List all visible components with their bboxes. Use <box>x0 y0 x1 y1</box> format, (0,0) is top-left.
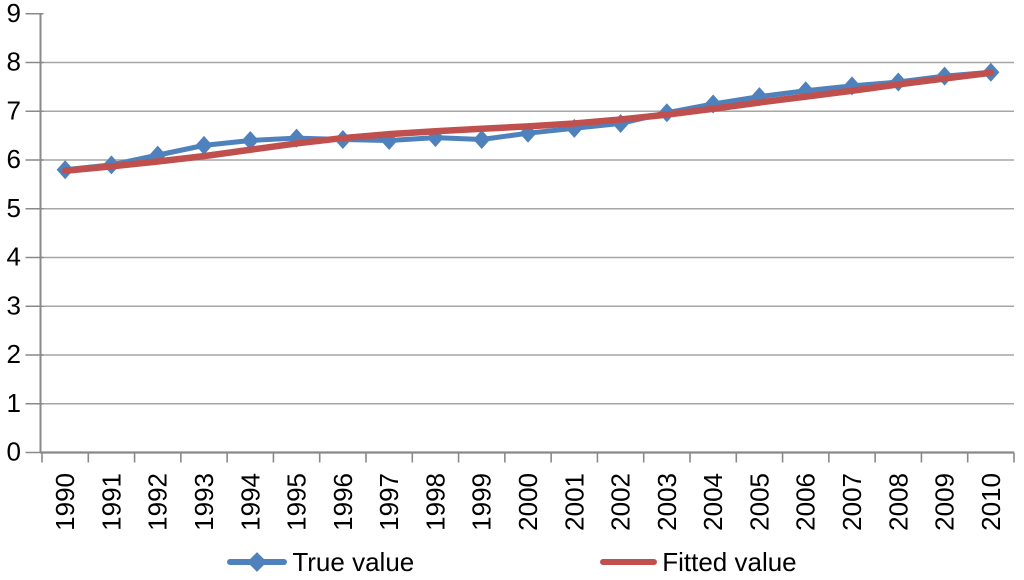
legend-label-fitted-value: Fitted value <box>662 547 797 577</box>
x-tick-label: 2009 <box>930 473 960 531</box>
x-tick-label: 1998 <box>420 473 450 531</box>
x-tick-label: 1990 <box>50 473 80 531</box>
y-tick-label: 0 <box>7 437 21 467</box>
y-tick-label: 3 <box>7 290 21 320</box>
legend-label-true-value: True value <box>292 547 415 577</box>
y-tick-label: 1 <box>7 388 21 418</box>
x-tick-label: 1996 <box>328 473 358 531</box>
y-tick-label: 7 <box>7 95 21 125</box>
fitted-value-legend-swatch <box>600 559 658 565</box>
x-tick-label: 1999 <box>467 473 497 531</box>
x-tick-label: 2003 <box>652 473 682 531</box>
x-tick-label: 1994 <box>235 473 265 531</box>
x-tick-label: 1991 <box>96 473 126 531</box>
y-tick-label: 9 <box>7 0 21 28</box>
x-tick-label: 2008 <box>883 473 913 531</box>
true-value-legend-swatch <box>227 552 288 572</box>
x-tick-label: 1992 <box>143 473 173 531</box>
diamond-marker-icon <box>247 552 268 572</box>
x-tick-label: 2005 <box>744 473 774 531</box>
x-tick-label: 1993 <box>189 473 219 531</box>
y-tick-label: 6 <box>7 144 21 174</box>
y-tick-label: 5 <box>7 193 21 223</box>
true-value-marker <box>241 131 259 150</box>
true-value-marker <box>473 130 491 150</box>
chart-legend: True value Fitted value <box>0 547 1024 577</box>
x-tick-label: 2010 <box>976 473 1006 531</box>
x-tick-label: 2001 <box>559 473 589 531</box>
fitted-value-line <box>61 69 995 174</box>
true-value-marker <box>195 135 213 155</box>
x-tick-label: 1997 <box>374 473 404 531</box>
chart-canvas: 0 1 2 3 4 5 6 7 8 9 1990 1991 1992 1993 1994 1995 1996 19… <box>7 0 1015 531</box>
y-tick-label: 8 <box>7 47 21 77</box>
y-tick-label: 2 <box>7 339 21 369</box>
legend-item-true-value: True value <box>227 549 414 575</box>
y-tick-label: 4 <box>7 242 21 272</box>
x-tick-label: 2000 <box>513 473 543 531</box>
x-tick-label: 2006 <box>791 473 821 531</box>
x-tick-label: 2007 <box>837 473 867 531</box>
x-tick-label: 1995 <box>282 473 312 531</box>
x-tick-label: 2002 <box>606 473 636 531</box>
x-tick-label: 2004 <box>698 473 728 531</box>
legend-item-fitted-value: Fitted value <box>600 547 797 577</box>
